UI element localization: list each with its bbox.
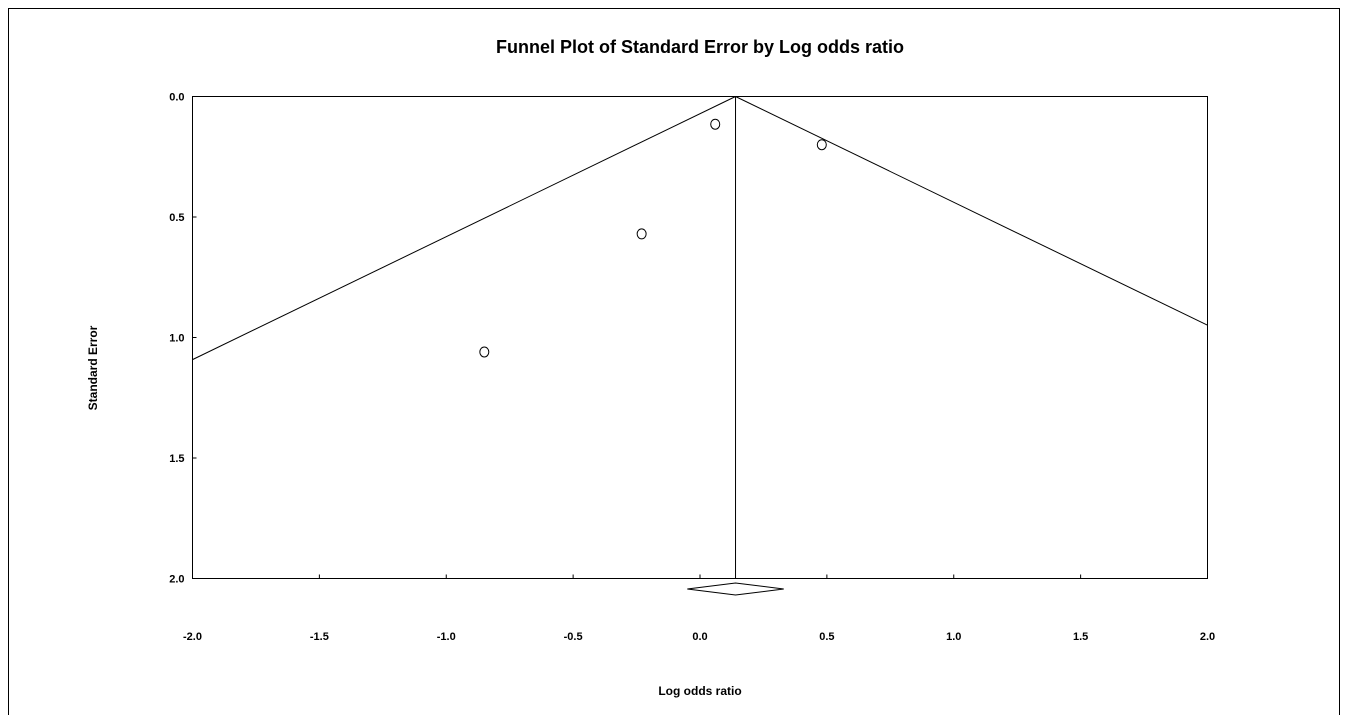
x-tick-label: 0.5: [819, 631, 834, 643]
y-axis-label: Standard Error: [86, 325, 100, 410]
x-tick-label: -1.0: [437, 631, 456, 643]
y-tick-label: 1.5: [169, 453, 184, 465]
study-points: [479, 118, 827, 358]
study-point: [816, 139, 827, 151]
x-tick-label: -2.0: [183, 631, 202, 643]
x-tick-label: 1.0: [946, 631, 961, 643]
plot-area: [192, 96, 1208, 579]
x-tick-label: -1.5: [310, 631, 329, 643]
study-point: [710, 118, 721, 130]
funnel-lines: [192, 96, 1208, 579]
x-tick-label: 1.5: [1073, 631, 1088, 643]
study-point: [479, 346, 490, 358]
y-tick-label: 1.0: [169, 333, 184, 345]
figure-border: [8, 8, 1340, 715]
y-tick-label: 2.0: [169, 574, 184, 586]
chart-title: Funnel Plot of Standard Error by Log odd…: [496, 37, 904, 57]
study-point: [636, 228, 647, 240]
y-tick-label: 0.0: [169, 92, 184, 104]
y-axis-ticks: 0.0 0.5 1.0 1.5 2.0: [169, 92, 197, 586]
x-tick-label: 0.0: [692, 631, 707, 643]
y-tick-label: 0.5: [169, 212, 184, 224]
funnel-right-line: [735, 96, 1208, 326]
x-axis-label: Log odds ratio: [658, 684, 741, 698]
x-tick-label: -0.5: [564, 631, 583, 643]
x-tick-label: 2.0: [1200, 631, 1215, 643]
funnel-left-line: [192, 96, 736, 361]
x-axis-ticks: -2.0 -1.5 -1.0 -0.5 0.0 0.5 1.0 1.5 2.0: [183, 574, 1215, 643]
summary-diamond: [687, 582, 784, 596]
summary-diamond-group: [687, 582, 784, 596]
